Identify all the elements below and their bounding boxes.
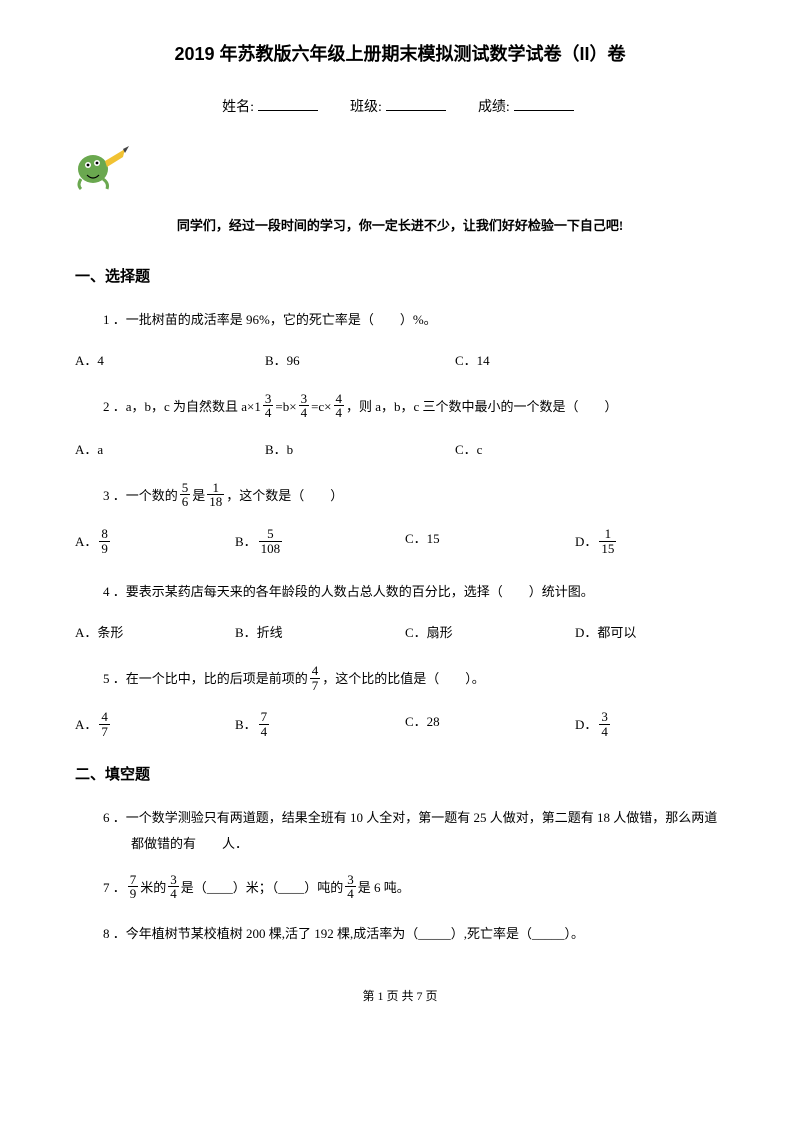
q5-b-frac: 74 [259, 710, 270, 738]
question-3: 3 ．一个数的56是118，这个数是（ ） [75, 483, 725, 511]
q7-suffix: 是 6 吨。 [358, 880, 410, 895]
question-1-options: A．4 B．96 C．14 [75, 351, 725, 372]
q2-frac1: 34 [263, 392, 274, 420]
question-6: 6 ．一个数学测验只有两道题，结果全班有 10 人全对，第一题有 25 人做对，… [75, 805, 725, 857]
name-label: 姓名: [222, 100, 254, 115]
q2-frac3: 44 [334, 392, 345, 420]
q3-frac1: 56 [180, 481, 191, 509]
q2-frac2: 34 [299, 392, 310, 420]
section-2-heading: 二、填空题 [75, 763, 725, 787]
q5-d-pre: D． [575, 717, 597, 732]
question-2: 2 ．a，b，c 为自然数且 a×134=b×34=c×44，则 a，b，c 三… [75, 394, 725, 422]
q3-suffix: ，这个数是（ ） [226, 488, 343, 503]
question-1: 1 ．一批树苗的成活率是 96%，它的死亡率是（ ）%。 [75, 307, 725, 333]
q2-suffix: ，则 a，b，c 三个数中最小的一个数是（ ） [346, 399, 618, 414]
q5-option-a: A．47 [75, 712, 235, 740]
q2-prefix: 2 ．a，b，c 为自然数且 a×1 [103, 399, 261, 414]
q5-option-d: D．34 [575, 712, 612, 740]
q5-b-pre: B． [235, 717, 257, 732]
q5-option-b: B．74 [235, 712, 405, 740]
q3-frac2: 118 [207, 481, 224, 509]
q5-suffix: ，这个比的比值是（ ）。 [322, 671, 485, 686]
pencil-mascot-icon [75, 139, 725, 198]
q3-a-frac: 89 [99, 527, 110, 555]
q3-d-pre: D． [575, 534, 597, 549]
q5-d-frac: 34 [599, 710, 610, 738]
score-blank[interactable] [514, 110, 574, 111]
q7-prefix: 7 ． [103, 880, 126, 895]
q1-option-c: C．14 [455, 351, 645, 372]
question-3-options: A．89 B．5108 C．15 D．115 [75, 529, 725, 557]
q3-d-frac: 115 [599, 527, 616, 555]
q2-option-b: B．b [265, 440, 455, 461]
question-8: 8 ．今年植树节某校植树 200 棵,活了 192 棵,成活率为（_____）,… [75, 921, 725, 947]
q3-b-pre: B． [235, 534, 257, 549]
question-4-options: A．条形 B．折线 C．扇形 D．都可以 [75, 623, 725, 644]
q5-a-frac: 47 [99, 710, 110, 738]
q1-option-b: B．96 [265, 351, 455, 372]
q1-option-a: A．4 [75, 351, 265, 372]
page-title: 2019 年苏教版六年级上册期末模拟测试数学试卷（II）卷 [75, 40, 725, 69]
score-label: 成绩: [478, 100, 510, 115]
class-blank[interactable] [386, 110, 446, 111]
q4-option-d: D．都可以 [575, 623, 636, 644]
q7-frac2: 34 [168, 873, 179, 901]
q7-frac3: 34 [345, 873, 356, 901]
q5-option-c: C．28 [405, 712, 575, 740]
q3-option-c: C．15 [405, 529, 575, 557]
question-2-options: A．a B．b C．c [75, 440, 725, 461]
question-5: 5 ．在一个比中，比的后项是前项的47，这个比的比值是（ ）。 [75, 666, 725, 694]
q5-prefix: 5 ．在一个比中，比的后项是前项的 [103, 671, 308, 686]
question-7: 7 ．79米的34是（____）米；（____）吨的34是 6 吨。 [75, 875, 725, 903]
q5-frac: 47 [310, 664, 321, 692]
q7-frac1: 79 [128, 873, 139, 901]
section-1-heading: 一、选择题 [75, 265, 725, 289]
question-5-options: A．47 B．74 C．28 D．34 [75, 712, 725, 740]
question-4: 4 ．要表示某药店每天来的各年龄段的人数占总人数的百分比，选择（ ）统计图。 [75, 579, 725, 605]
q2-mid2: =c× [311, 399, 331, 414]
q2-option-c: C．c [455, 440, 645, 461]
q3-b-frac: 5108 [259, 527, 283, 555]
q2-option-a: A．a [75, 440, 265, 461]
encourage-text: 同学们，经过一段时间的学习，你一定长进不少，让我们好好检验一下自己吧! [75, 216, 725, 237]
q4-option-b: B．折线 [235, 623, 405, 644]
name-blank[interactable] [258, 110, 318, 111]
q4-option-a: A．条形 [75, 623, 235, 644]
q5-a-pre: A． [75, 717, 97, 732]
q3-mid: 是 [192, 488, 205, 503]
q2-mid1: =b× [275, 399, 296, 414]
q7-mid1: 米的 [140, 880, 166, 895]
q3-prefix: 3 ．一个数的 [103, 488, 178, 503]
q3-option-a: A．89 [75, 529, 235, 557]
info-line: 姓名: 班级: 成绩: [75, 97, 725, 119]
class-label: 班级: [350, 100, 382, 115]
q3-option-d: D．115 [575, 529, 618, 557]
q7-mid2: 是（____）米；（____）吨的 [181, 880, 344, 895]
page-footer: 第 1 页 共 7 页 [75, 987, 725, 1006]
q3-option-b: B．5108 [235, 529, 405, 557]
q3-a-pre: A． [75, 534, 97, 549]
q4-option-c: C．扇形 [405, 623, 575, 644]
